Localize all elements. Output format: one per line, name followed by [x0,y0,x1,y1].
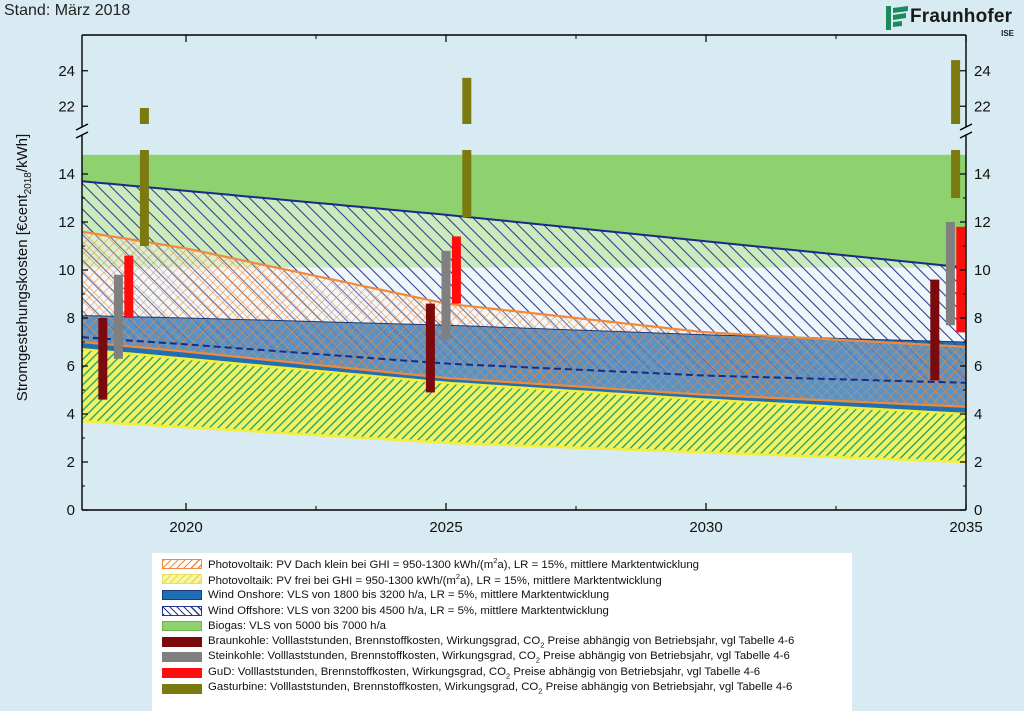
y-tick-label-left-24: 24 [58,63,75,80]
legend-swatch-steinkohle [162,652,202,663]
y-tick-label-right-0: 0 [974,502,982,519]
pv-frei-upper-line [82,348,966,416]
legend-swatch-braunkohle [162,636,202,647]
bar-steinkohle-5 [441,250,451,340]
legend-label-pv_frei: Photovoltaik: PV frei bei GHI = 950-1300… [208,571,662,587]
y-tick-label-right-4: 4 [974,406,982,423]
legend-label-braunkohle: Braunkohle: Volllaststunden, Brennstoffk… [208,634,795,649]
y-tick-label-right-24: 24 [974,63,991,80]
y-tick-label-left-6: 6 [67,358,75,375]
right-axis-break-a [959,123,973,131]
legend-item-biogas: Biogas: VLS von 5000 bis 7000 h/a [162,618,852,634]
y-tick-label-left-2: 2 [67,454,75,471]
bar-steinkohle-1 [113,274,123,359]
y-tick-label-right-2: 2 [974,454,982,471]
y-tick-label-left-4: 4 [67,406,75,423]
legend-item-offshore: Wind Offshore: VLS von 3200 bis 4500 h/a… [162,603,852,619]
legend-item-steinkohle: Steinkohle: Volllaststunden, Brennstoffk… [162,650,852,666]
right-axis-break-b [959,131,973,139]
y-tick-label-left-10: 10 [58,262,75,279]
x-tick-label-2020: 2020 [169,519,202,536]
y-tick-label-left-14: 14 [58,166,75,183]
bar-gud-10 [956,226,966,333]
legend-label-biogas: Biogas: VLS von 5000 bis 7000 h/a [208,620,386,633]
y-tick-label-right-10: 10 [974,262,991,279]
legend-label-offshore: Wind Offshore: VLS von 3200 bis 4500 h/a… [208,604,609,617]
bar-steinkohle-9 [945,222,955,326]
logo-name: Fraunhofer [910,6,1013,27]
bar-gasturbine-7-upper [462,77,472,124]
y-tick-label-right-8: 8 [974,310,982,327]
pv-dach-lower-line [82,340,966,408]
legend-item-pv_dach: Photovoltaik: PV Dach klein bei GHI = 95… [162,556,852,572]
y-tick-label-left-12: 12 [58,214,75,231]
fraunhofer-logo-icon [886,6,908,30]
legend-item-pv_frei: Photovoltaik: PV frei bei GHI = 950-1300… [162,572,852,588]
left-axis-break-b [75,131,89,139]
y-tick-label-left-8: 8 [67,310,75,327]
legend-label-gasturbine: Gasturbine: Volllaststunden, Brennstoffk… [208,681,793,696]
x-tick-label-2035: 2035 [949,519,982,536]
legend-swatch-gud [162,667,202,678]
pv-dach-upper-line [82,230,966,348]
bar-gasturbine-3-upper [139,108,149,124]
legend-swatch-biogas [162,621,202,632]
wind-offshore-upper-line [82,180,966,269]
bar-braunkohle-0 [98,318,108,400]
bar-braunkohle-8 [930,279,940,381]
legend-item-braunkohle: Braunkohle: Volllaststunden, Brennstoffk… [162,634,852,650]
bar-gasturbine-11-upper [951,60,961,124]
legend-swatch-gasturbine [162,683,202,694]
legend-item-gasturbine: Gasturbine: Volllaststunden, Brennstoffk… [162,681,852,697]
bar-gud-2 [124,255,134,318]
x-tick-label-2030: 2030 [689,519,722,536]
y-tick-label-left-22: 22 [58,98,75,115]
bar-gasturbine-3 [139,150,149,246]
legend-label-onshore: Wind Onshore: VLS von 1800 bis 3200 h/a,… [208,588,610,601]
bar-braunkohle-4 [425,303,435,393]
legend-item-gud: GuD: Volllaststunden, Brennstoffkosten, … [162,665,852,681]
wind-offshore-lower-line [82,336,966,384]
y-tick-label-right-22: 22 [974,98,991,115]
stand-label: Stand: März 2018 [4,2,131,19]
y-tick-label-right-12: 12 [974,214,991,231]
legend: Photovoltaik: PV Dach klein bei GHI = 95… [152,553,852,711]
bar-gud-6 [451,236,461,304]
legend-label-gud: GuD: Volllaststunden, Brennstoffkosten, … [208,665,761,681]
bar-gasturbine-7 [462,150,472,218]
legend-swatch-offshore [162,605,202,616]
legend-swatch-onshore [162,589,202,600]
left-axis-break-a [75,123,89,131]
logo-sub: ISE [1001,29,1014,38]
legend-swatch-pv_dach [162,558,202,569]
y-tick-label-left-0: 0 [67,502,75,519]
pv-frei-lower-line [82,420,966,464]
legend-label-steinkohle: Steinkohle: Volllaststunden, Brennstoffk… [208,650,790,665]
fraunhofer-logo: Fraunhofer ISE [886,4,1020,40]
legend-item-onshore: Wind Onshore: VLS von 1800 bis 3200 h/a,… [162,587,852,603]
y-tick-label-right-14: 14 [974,166,991,183]
legend-label-pv_dach: Photovoltaik: PV Dach klein bei GHI = 95… [208,556,700,572]
legend-swatch-pv_frei [162,574,202,585]
x-tick-label-2025: 2025 [429,519,462,536]
bar-gasturbine-11 [951,150,961,198]
y-tick-label-right-6: 6 [974,358,982,375]
y-axis-label: Stromgestehungskosten [€cent2018/kWh] [14,134,34,401]
